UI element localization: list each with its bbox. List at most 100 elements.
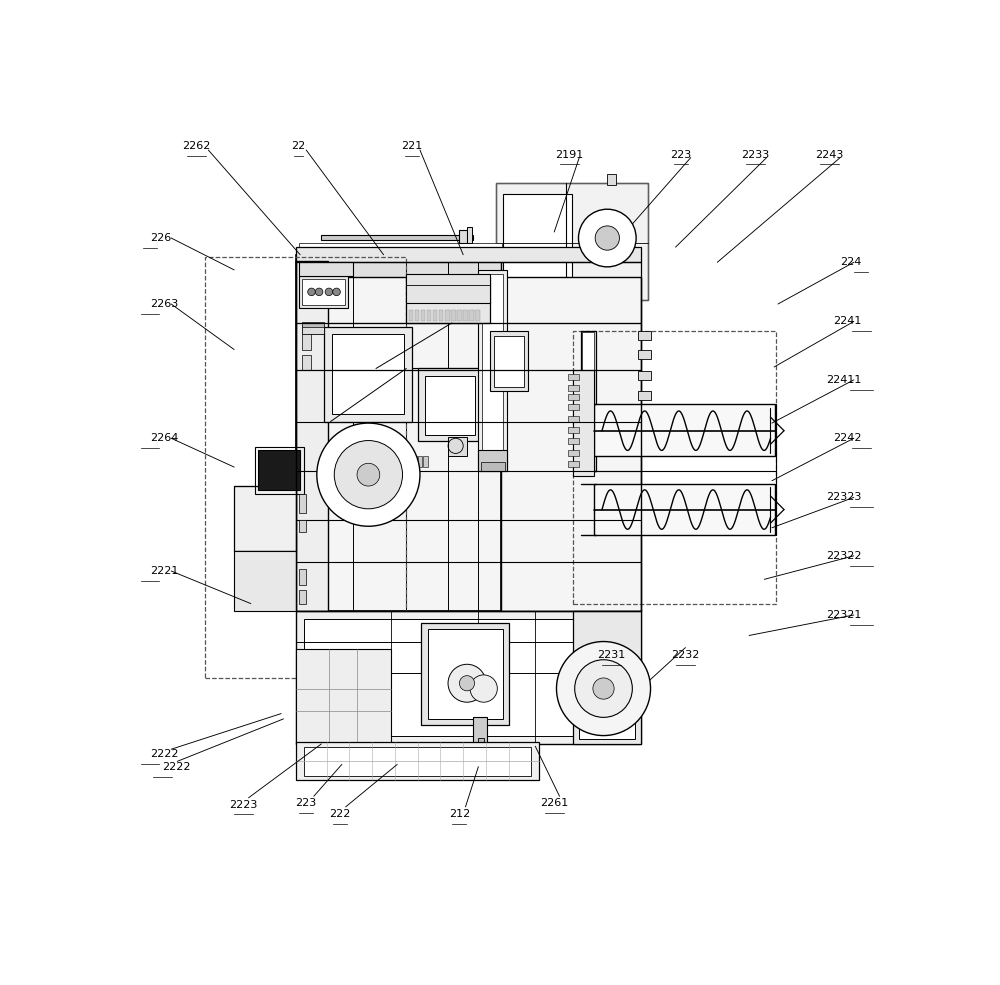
Circle shape <box>595 226 619 250</box>
Bar <box>428 629 503 719</box>
Bar <box>568 449 579 456</box>
Bar <box>302 322 324 327</box>
Text: 2241: 2241 <box>833 316 861 326</box>
Bar <box>418 368 482 440</box>
Bar <box>638 391 651 400</box>
Bar <box>607 173 616 185</box>
Circle shape <box>308 288 315 296</box>
Bar <box>594 404 775 456</box>
Circle shape <box>357 463 380 486</box>
Bar <box>299 248 502 262</box>
Text: 212: 212 <box>449 809 470 819</box>
Bar <box>423 456 428 467</box>
Text: 2262: 2262 <box>182 141 210 152</box>
Bar <box>255 446 304 493</box>
Bar <box>296 742 539 779</box>
Circle shape <box>470 675 497 702</box>
Bar <box>490 331 528 391</box>
Text: 2191: 2191 <box>555 150 584 160</box>
Bar <box>459 230 467 242</box>
Bar <box>299 242 502 248</box>
Bar <box>638 351 651 360</box>
Bar <box>425 376 475 435</box>
Bar <box>296 261 328 611</box>
Bar <box>299 493 306 512</box>
Text: 221: 221 <box>401 141 422 152</box>
Bar <box>302 325 324 334</box>
Bar <box>445 310 450 321</box>
Bar <box>503 194 572 293</box>
Bar <box>332 334 404 414</box>
Bar <box>475 310 480 321</box>
Bar <box>568 427 579 433</box>
Bar <box>401 456 405 467</box>
Bar <box>581 331 596 471</box>
Bar <box>463 310 468 321</box>
Bar <box>296 611 641 744</box>
Bar <box>501 278 641 611</box>
Circle shape <box>593 678 614 699</box>
Bar <box>482 274 503 467</box>
Circle shape <box>578 209 636 267</box>
Bar <box>582 332 594 470</box>
Bar <box>478 738 484 752</box>
Text: 2232: 2232 <box>671 650 700 660</box>
Bar <box>234 551 296 611</box>
Bar <box>406 278 490 323</box>
Circle shape <box>556 641 651 736</box>
Bar <box>457 310 462 321</box>
Bar <box>481 462 505 471</box>
Bar <box>433 310 437 321</box>
Bar <box>568 385 579 391</box>
Text: 2223: 2223 <box>229 800 257 810</box>
Text: 22321: 22321 <box>826 610 861 620</box>
Bar <box>473 717 487 744</box>
Text: 22323: 22323 <box>826 492 861 502</box>
Bar <box>304 619 634 737</box>
Bar <box>304 747 531 776</box>
Bar <box>573 331 776 604</box>
Bar <box>478 449 507 471</box>
Circle shape <box>315 288 323 296</box>
Bar <box>568 461 579 467</box>
Bar <box>568 394 579 400</box>
Bar <box>467 228 472 242</box>
Text: 2233: 2233 <box>741 150 769 160</box>
Bar <box>427 310 431 321</box>
Text: 22322: 22322 <box>826 551 861 560</box>
Text: 2222: 2222 <box>150 749 178 758</box>
Bar <box>494 336 524 387</box>
Bar <box>638 331 651 340</box>
Text: 222: 222 <box>329 809 350 819</box>
Bar <box>638 370 651 380</box>
Circle shape <box>448 664 486 702</box>
Bar <box>296 247 641 262</box>
Bar <box>412 456 417 467</box>
Bar <box>234 486 296 551</box>
Bar <box>302 334 311 350</box>
Bar <box>299 590 306 604</box>
Text: 224: 224 <box>840 257 861 267</box>
Bar <box>258 450 300 490</box>
Text: 2231: 2231 <box>597 650 625 660</box>
Bar <box>299 569 306 585</box>
Text: 2263: 2263 <box>150 299 178 309</box>
Bar <box>451 310 456 321</box>
Bar <box>573 611 641 744</box>
Bar <box>573 370 594 476</box>
Bar <box>324 327 412 422</box>
Bar <box>448 436 467 456</box>
Text: 2242: 2242 <box>833 433 861 443</box>
Bar <box>395 456 399 467</box>
Bar <box>384 456 388 467</box>
Bar <box>296 649 391 744</box>
Text: 22: 22 <box>291 141 306 152</box>
Text: 22411: 22411 <box>826 375 861 385</box>
Text: 2264: 2264 <box>150 433 178 443</box>
Bar <box>421 310 425 321</box>
Bar <box>389 456 394 467</box>
Bar <box>568 438 579 444</box>
Bar <box>421 623 509 725</box>
Text: 2221: 2221 <box>150 566 178 576</box>
Bar <box>296 255 501 611</box>
